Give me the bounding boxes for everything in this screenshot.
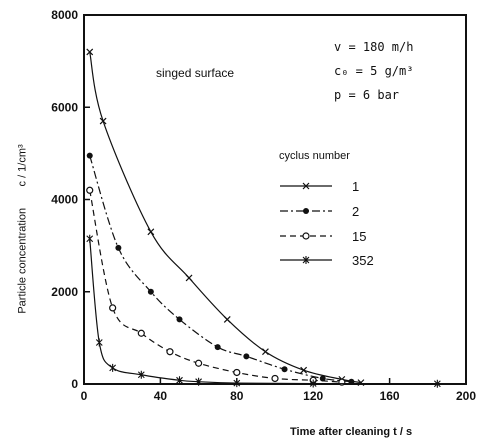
data-point xyxy=(109,304,117,312)
x-tick-label: 80 xyxy=(230,389,244,403)
data-point xyxy=(195,377,202,386)
data-point xyxy=(262,348,269,356)
parameter-concentration: c₀ = 5 g/m³ xyxy=(334,64,414,78)
series-layer xyxy=(86,48,441,388)
data-point xyxy=(338,378,346,386)
data-point xyxy=(309,379,317,388)
series-2 xyxy=(86,152,355,385)
data-point xyxy=(115,244,122,251)
data-point xyxy=(223,316,231,323)
y-tick-label: 8000 xyxy=(51,8,78,22)
data-point xyxy=(243,353,250,360)
series-line xyxy=(89,238,438,385)
y-tick-label: 0 xyxy=(71,377,78,391)
y-axis-title: Particle concentration xyxy=(16,207,29,314)
data-point xyxy=(176,316,183,323)
y-axis-unit: c / 1/cm³ xyxy=(16,144,29,187)
data-point xyxy=(302,232,310,240)
data-point xyxy=(303,208,309,214)
data-point xyxy=(357,379,365,387)
series-line xyxy=(89,51,362,384)
y-tick-label: 6000 xyxy=(51,100,78,114)
legend-label: 2 xyxy=(352,204,359,219)
x-tick-label: 0 xyxy=(81,389,88,403)
data-point xyxy=(86,234,94,243)
series-line xyxy=(89,155,352,383)
legend-label: 15 xyxy=(352,229,366,244)
x-tick-label: 120 xyxy=(303,389,323,403)
x-axis-label: Time after cleaning t / s xyxy=(290,426,413,438)
data-point xyxy=(233,368,241,377)
data-point xyxy=(137,329,145,337)
data-point xyxy=(166,348,174,356)
data-point xyxy=(99,117,107,125)
data-point xyxy=(281,366,288,373)
chart-subtitle: singed surface xyxy=(156,66,235,80)
data-point xyxy=(195,359,203,367)
legend-title: cyclus number xyxy=(279,150,350,162)
parameter-pressure: p = 6 bar xyxy=(334,88,400,102)
data-point xyxy=(433,379,441,388)
data-point xyxy=(300,366,308,374)
y-tick-label: 2000 xyxy=(51,285,78,299)
data-point xyxy=(86,152,93,159)
data-point xyxy=(302,182,310,190)
data-point xyxy=(319,375,326,382)
x-tick-label: 40 xyxy=(154,389,168,403)
data-point xyxy=(147,288,154,295)
x-tick-label: 160 xyxy=(380,389,400,403)
data-point xyxy=(86,186,94,194)
data-point xyxy=(233,379,241,388)
data-point xyxy=(271,374,279,383)
data-point xyxy=(109,363,117,372)
data-point xyxy=(185,274,193,282)
data-point xyxy=(302,256,310,264)
series-352 xyxy=(86,234,441,388)
series-15 xyxy=(86,186,346,386)
legend: 1 2 15 352 xyxy=(280,179,374,268)
y-tick-label: 4000 xyxy=(51,193,78,207)
data-point xyxy=(137,370,145,379)
data-point xyxy=(95,338,103,347)
data-point xyxy=(86,48,94,56)
data-point xyxy=(214,344,221,351)
legend-label: 1 xyxy=(352,179,359,194)
y-axis-label: Particle concentration c / 1/cm³ xyxy=(17,144,29,313)
legend-label: 352 xyxy=(352,253,374,268)
series-line xyxy=(89,190,342,383)
data-point xyxy=(147,228,155,236)
parameter-velocity: v = 180 m/h xyxy=(334,40,414,54)
data-point xyxy=(176,376,183,385)
x-tick-label: 200 xyxy=(456,389,476,403)
series-1 xyxy=(86,48,365,387)
